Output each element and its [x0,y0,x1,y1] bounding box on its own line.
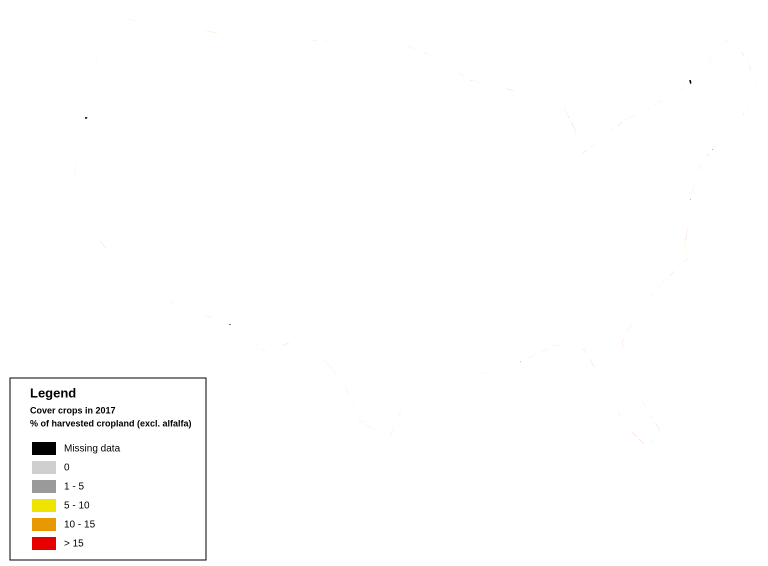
legend-swatch [32,442,56,455]
legend-description: % of harvested cropland (excl. alfalfa) [30,418,192,428]
legend-swatch [32,518,56,531]
legend-items: Missing data 0 1 - 5 5 - 10 10 - 15 > 15 [32,442,121,550]
legend-swatch [32,499,56,512]
legend-label: 0 [64,463,70,474]
legend-label: > 15 [64,539,84,550]
legend-label: Missing data [64,444,121,455]
legend-swatch [32,480,56,493]
legend-title: Legend [30,385,76,400]
legend-subtitle: Cover crops in 2017 [30,405,116,415]
legend-label: 10 - 15 [64,520,96,531]
legend-swatch [32,461,56,474]
legend-swatch [32,537,56,550]
legend-label: 1 - 5 [64,482,84,493]
legend: Legend Cover crops in 2017 % of harveste… [9,377,207,561]
legend-label: 5 - 10 [64,501,90,512]
